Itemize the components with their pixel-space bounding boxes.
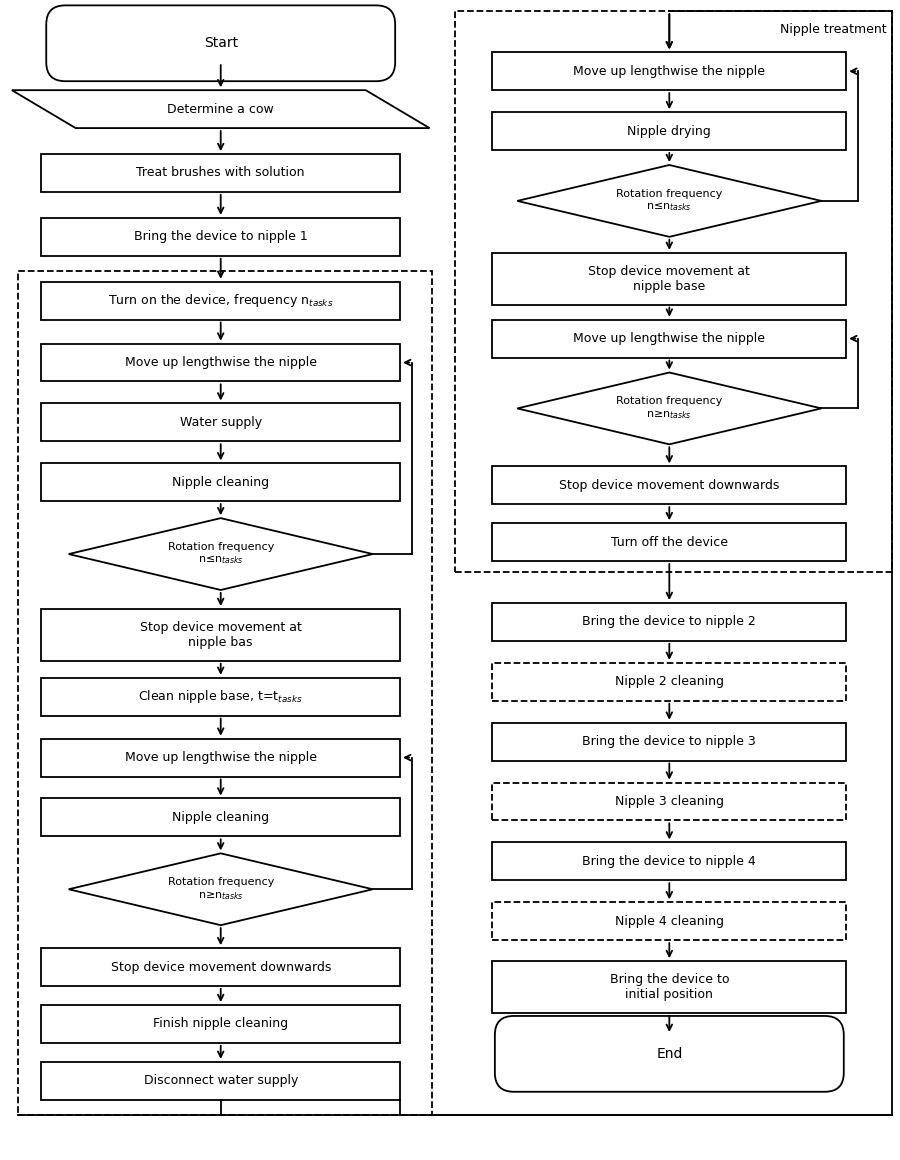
Text: Stop device movement downwards: Stop device movement downwards (559, 479, 779, 492)
Text: Finish nipple cleaning: Finish nipple cleaning (153, 1017, 288, 1030)
Text: Bring the device to nipple 4: Bring the device to nipple 4 (582, 855, 756, 868)
Text: Nipple drying: Nipple drying (627, 124, 711, 138)
Text: Stop device movement at
nipple base: Stop device movement at nipple base (589, 264, 751, 292)
Bar (492, 662, 846, 701)
Text: Treat brushes with solution: Treat brushes with solution (137, 167, 305, 180)
Bar (492, 902, 846, 940)
Text: Nipple 3 cleaning: Nipple 3 cleaning (615, 795, 724, 809)
Text: Nipple cleaning: Nipple cleaning (172, 476, 269, 488)
Polygon shape (518, 165, 822, 237)
Bar (41, 739, 400, 776)
Bar (492, 523, 846, 561)
FancyBboxPatch shape (495, 1016, 844, 1092)
Text: Move up lengthwise the nipple: Move up lengthwise the nipple (573, 65, 765, 78)
Text: Bring the device to nipple 2: Bring the device to nipple 2 (582, 616, 756, 629)
Bar (18, 270, 432, 1115)
Text: Nipple treatment: Nipple treatment (780, 23, 886, 36)
Text: Rotation frequency
n≤n$_{tasks}$: Rotation frequency n≤n$_{tasks}$ (616, 189, 723, 213)
Bar (41, 1005, 400, 1043)
Bar (492, 723, 846, 761)
Bar (41, 154, 400, 191)
Polygon shape (12, 90, 429, 128)
Text: Water supply: Water supply (180, 416, 262, 429)
Bar (492, 52, 846, 90)
FancyBboxPatch shape (46, 6, 395, 81)
Text: End: End (656, 1046, 682, 1061)
Text: Stop device movement downwards: Stop device movement downwards (111, 960, 331, 973)
Text: Turn off the device: Turn off the device (611, 536, 728, 549)
Bar (492, 320, 846, 357)
Bar (492, 113, 846, 150)
Bar (41, 463, 400, 501)
Text: Nipple cleaning: Nipple cleaning (172, 811, 269, 824)
Bar (492, 962, 846, 1013)
Text: Start: Start (203, 36, 238, 50)
Bar (41, 948, 400, 986)
Bar (41, 609, 400, 661)
Bar (41, 677, 400, 716)
Text: Stop device movement at
nipple bas: Stop device movement at nipple bas (140, 621, 302, 648)
Bar (492, 603, 846, 640)
Text: Move up lengthwise the nipple: Move up lengthwise the nipple (125, 356, 317, 369)
Text: Disconnect water supply: Disconnect water supply (143, 1074, 298, 1087)
Text: Rotation frequency
n≤n$_{tasks}$: Rotation frequency n≤n$_{tasks}$ (167, 542, 274, 566)
Text: Rotation frequency
n≥n$_{tasks}$: Rotation frequency n≥n$_{tasks}$ (167, 877, 274, 901)
Polygon shape (68, 854, 373, 926)
Bar (41, 218, 400, 255)
Bar (492, 253, 846, 305)
Bar (41, 404, 400, 441)
Text: Move up lengthwise the nipple: Move up lengthwise the nipple (125, 751, 317, 764)
Text: Nipple 4 cleaning: Nipple 4 cleaning (615, 915, 724, 928)
Text: Clean nipple base, t=t$_{tasks}$: Clean nipple base, t=t$_{tasks}$ (139, 688, 303, 705)
Text: Bring the device to nipple 1: Bring the device to nipple 1 (134, 231, 308, 244)
Text: Rotation frequency
n≥n$_{tasks}$: Rotation frequency n≥n$_{tasks}$ (616, 396, 723, 421)
Bar (41, 798, 400, 836)
Polygon shape (68, 519, 373, 590)
Bar (41, 282, 400, 320)
Text: Determine a cow: Determine a cow (167, 102, 274, 116)
Bar (492, 783, 846, 820)
Bar (492, 842, 846, 880)
Bar (455, 12, 892, 572)
Bar (492, 466, 846, 505)
Text: Turn on the device, frequency n$_{tasks}$: Turn on the device, frequency n$_{tasks}… (108, 292, 333, 310)
Text: Bring the device to
initial position: Bring the device to initial position (609, 973, 729, 1001)
Text: Nipple 2 cleaning: Nipple 2 cleaning (615, 675, 724, 688)
Text: Bring the device to nipple 3: Bring the device to nipple 3 (582, 735, 756, 748)
Polygon shape (518, 372, 822, 444)
Text: Move up lengthwise the nipple: Move up lengthwise the nipple (573, 332, 765, 345)
Bar (41, 343, 400, 382)
Bar (41, 1061, 400, 1100)
